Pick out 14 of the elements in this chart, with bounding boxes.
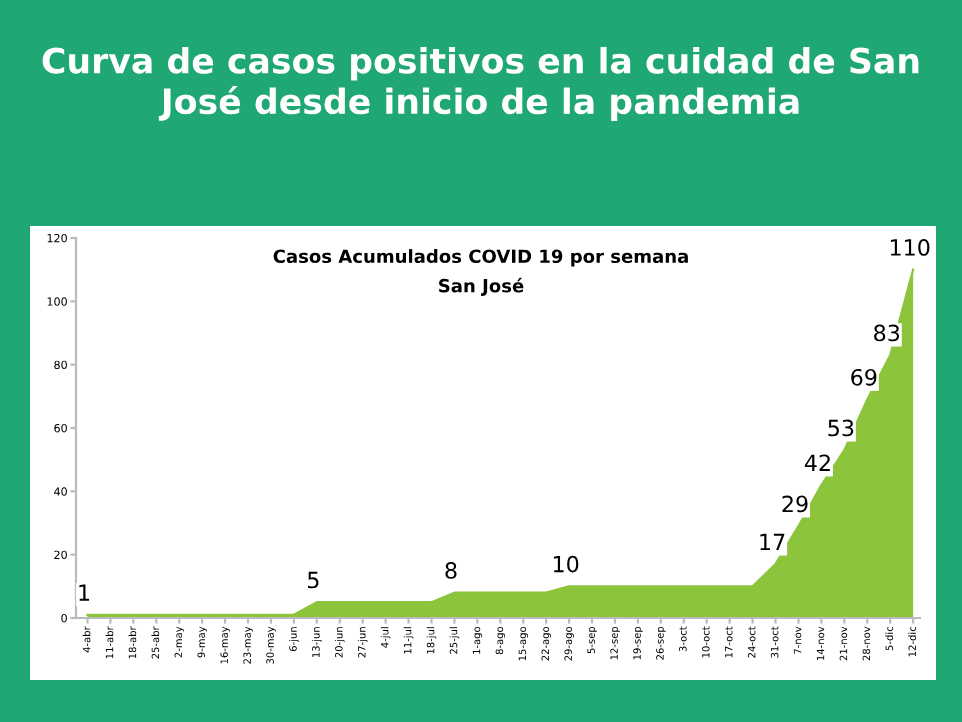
data-label: 53 [828,419,854,437]
text: Casos Acumulados COVID 19 por semana [273,249,688,267]
data-label: 83 [874,324,900,342]
data-label: 42 [804,454,830,471]
chart-title: Curva de casos positivos en la cuidad de San José desde inicio de la pandemia [42,46,919,122]
data-label: 8 [445,562,457,579]
data-label: 110 [890,239,930,256]
data-label: 17 [760,533,785,551]
data-label: 5 [308,571,319,589]
annotation: San José [439,277,524,296]
data-label: 29 [782,495,808,513]
data-label: 10 [553,555,579,573]
data-label: 69 [851,368,877,386]
data-label: 1 [79,584,90,601]
